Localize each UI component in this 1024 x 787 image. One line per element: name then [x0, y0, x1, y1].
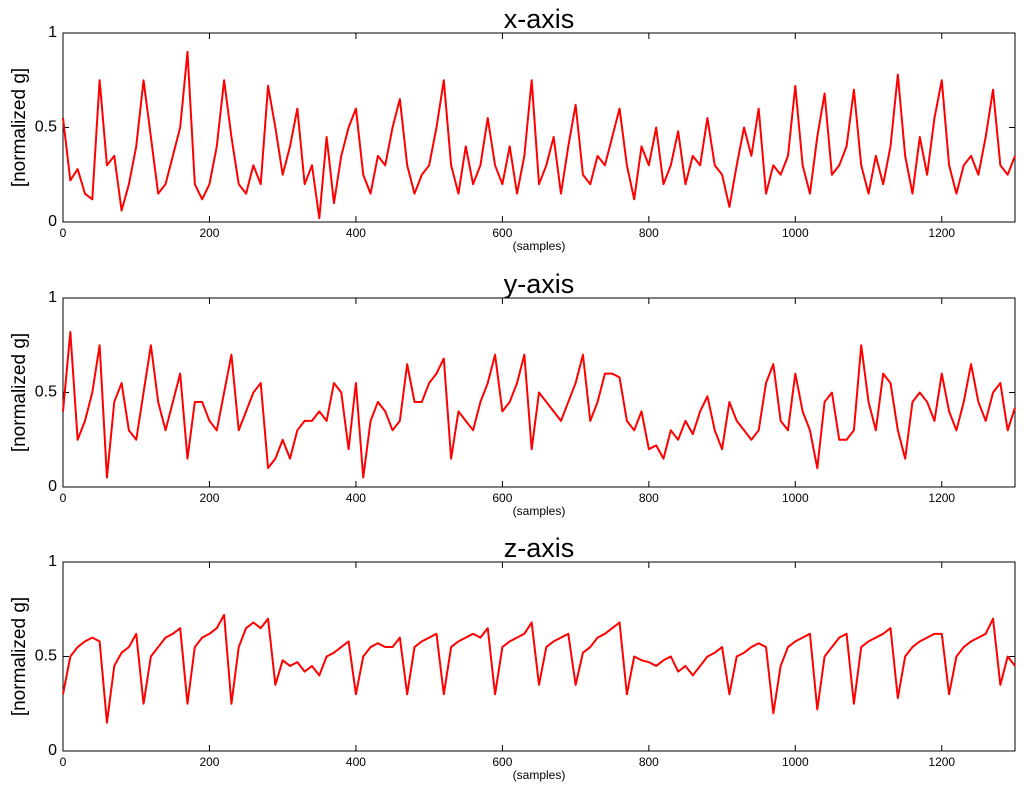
y-tick-label: 1	[48, 24, 57, 41]
x-tick-label: 1000	[782, 755, 809, 769]
x-tick-label: 800	[639, 226, 659, 240]
y-tick-label: 0.5	[35, 648, 57, 665]
x-axis-label: (samples)	[513, 768, 566, 782]
y-axis-label: [normalized g]	[9, 333, 30, 452]
y-tick-label: 1	[48, 553, 57, 570]
axes-box	[62, 32, 1016, 223]
data-line	[62, 50, 1016, 220]
subplot-title: z-axis	[504, 533, 575, 563]
x-axis-label: (samples)	[513, 239, 566, 253]
x-tick-label: 800	[639, 755, 659, 769]
x-tick-label: 400	[346, 226, 366, 240]
x-tick-label: 0	[60, 226, 67, 240]
axes-box	[62, 561, 1016, 752]
x-axis-label: (samples)	[513, 504, 566, 518]
subplot: 0 0.5 1 0 200 400 600 800 1000 1200 z-axis (samples…	[9, 533, 1016, 782]
data-line	[62, 613, 1016, 724]
x-tick-label: 200	[199, 755, 219, 769]
y-axis-label: [normalized g]	[9, 597, 30, 716]
x-tick-label: 600	[492, 491, 512, 505]
x-tick-label: 200	[199, 226, 219, 240]
y-axis-label: [normalized g]	[9, 68, 30, 187]
subplot-title: y-axis	[504, 269, 575, 299]
subplot-title: x-axis	[504, 4, 575, 34]
y-tick-label: 1	[48, 289, 57, 306]
x-tick-label: 1000	[782, 226, 809, 240]
data-line	[62, 331, 1016, 479]
x-tick-label: 0	[60, 755, 67, 769]
subplot: 0 0.5 1 0 200 400 600 800 1000 1200 y-axis (samples…	[9, 269, 1016, 518]
y-tick-label: 0	[48, 742, 57, 759]
x-tick-label: 600	[492, 226, 512, 240]
x-tick-label: 800	[639, 491, 659, 505]
y-tick-label: 0.5	[35, 384, 57, 401]
x-tick-label: 600	[492, 755, 512, 769]
y-tick-label: 0.5	[35, 119, 57, 136]
x-tick-label: 1200	[928, 226, 955, 240]
x-tick-label: 1200	[928, 491, 955, 505]
x-tick-label: 1200	[928, 755, 955, 769]
x-tick-label: 0	[60, 491, 67, 505]
x-tick-label: 200	[199, 491, 219, 505]
y-tick-label: 0	[48, 478, 57, 495]
subplot: 0 0.5 1 0 200 400 600 800 1000 1200 x-axis (samples…	[9, 4, 1016, 253]
y-tick-label: 0	[48, 213, 57, 230]
x-tick-label: 400	[346, 755, 366, 769]
x-tick-label: 1000	[782, 491, 809, 505]
x-tick-label: 400	[346, 491, 366, 505]
